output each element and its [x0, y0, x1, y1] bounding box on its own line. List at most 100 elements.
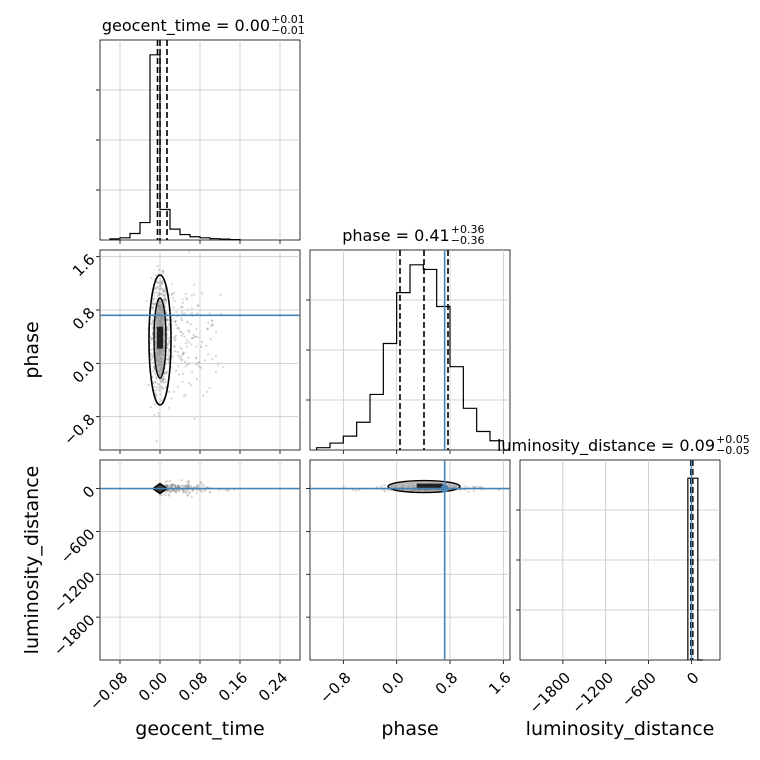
- sample-point: [176, 326, 179, 329]
- sample-point: [183, 484, 187, 487]
- sample-point: [224, 489, 228, 492]
- sample-point: [186, 481, 189, 484]
- sample-point: [161, 282, 164, 285]
- sample-point: [173, 320, 177, 324]
- sample-point: [472, 485, 475, 488]
- title-upper-error: +0.05: [716, 433, 750, 446]
- tick-label-x: 0.8: [432, 669, 462, 699]
- sample-point: [173, 483, 176, 486]
- sample-point: [157, 291, 161, 294]
- sample-point: [206, 327, 209, 330]
- sample-point: [167, 359, 170, 362]
- sample-point: [200, 366, 203, 369]
- axis-label-x-phase: phase: [381, 718, 438, 740]
- sample-point: [154, 389, 157, 392]
- sample-point: [165, 293, 168, 296]
- sample-point: [196, 489, 199, 492]
- sample-point: [173, 336, 176, 339]
- sample-point: [160, 380, 163, 384]
- sample-point: [479, 485, 482, 488]
- sample-point: [187, 329, 190, 332]
- histogram-geocent-time: [109, 54, 241, 241]
- sample-point: [173, 346, 177, 349]
- sample-point: [160, 281, 163, 284]
- sample-point: [163, 295, 166, 298]
- sample-point: [157, 288, 160, 291]
- sample-point: [181, 353, 185, 356]
- sample-point: [173, 489, 176, 493]
- sample-point: [153, 365, 156, 369]
- sample-point: [171, 297, 175, 300]
- sample-point: [185, 484, 188, 487]
- sample-point: [154, 403, 157, 406]
- sample-point: [186, 484, 189, 487]
- sample-point: [181, 306, 184, 309]
- sample-point: [174, 338, 177, 341]
- panel-title-phase: phase = 0.41 +0.36−0.36: [342, 223, 484, 247]
- sample-point: [190, 495, 193, 499]
- sample-point: [162, 298, 165, 301]
- tick-label-y: 0.8: [69, 304, 99, 334]
- sample-point: [158, 386, 161, 389]
- sample-point: [211, 319, 214, 322]
- sample-point: [171, 489, 174, 492]
- sample-point: [187, 362, 190, 365]
- sample-point: [380, 484, 383, 488]
- sample-point: [163, 293, 166, 297]
- histogram-luminosity-distance: [687, 477, 703, 661]
- sample-point: [161, 273, 164, 276]
- sample-point: [154, 381, 157, 384]
- sample-point: [164, 380, 167, 384]
- sample-point: [163, 290, 166, 294]
- sample-point: [159, 278, 162, 281]
- sample-point: [175, 490, 178, 494]
- sample-point: [168, 489, 171, 492]
- sample-point: [165, 372, 168, 375]
- sample-point: [375, 485, 378, 488]
- sample-point: [164, 370, 167, 374]
- sample-point: [190, 485, 193, 488]
- sample-point: [168, 484, 171, 487]
- sample-point: [183, 360, 187, 363]
- sample-point: [172, 483, 175, 486]
- sample-point: [165, 484, 168, 487]
- sample-point: [188, 330, 191, 333]
- sample-point: [158, 292, 161, 295]
- sample-point: [167, 357, 170, 360]
- sample-point: [164, 480, 167, 483]
- sample-point: [162, 377, 165, 381]
- sample-point: [164, 484, 168, 488]
- sample-point: [167, 328, 170, 331]
- tick-label-x: −1800: [526, 669, 575, 718]
- title-upper-error: +0.36: [451, 223, 485, 236]
- sample-point: [151, 299, 155, 302]
- sample-point: [464, 485, 467, 488]
- sample-point: [383, 483, 386, 487]
- sample-point: [168, 494, 171, 497]
- title-main: luminosity_distance = 0.09: [497, 436, 715, 456]
- sample-point: [165, 484, 168, 488]
- axis-label-x-luminosity-distance: luminosity_distance: [526, 718, 715, 740]
- tick-label-x: −0.8: [316, 669, 354, 707]
- sample-point: [197, 361, 200, 364]
- sample-point: [185, 298, 188, 301]
- sample-point: [160, 288, 164, 291]
- sample-point: [157, 293, 160, 296]
- sample-point: [150, 337, 153, 340]
- sample-point: [214, 370, 218, 374]
- sample-point: [166, 480, 169, 483]
- sample-point: [172, 306, 175, 309]
- sample-point: [153, 302, 157, 305]
- sample-point: [169, 479, 172, 482]
- sample-point: [195, 363, 198, 366]
- sample-point: [186, 321, 189, 324]
- sample-point: [160, 292, 163, 295]
- sample-point: [185, 345, 188, 348]
- sample-point: [178, 489, 181, 492]
- sample-point: [176, 327, 179, 330]
- sample-point: [190, 337, 193, 340]
- sample-point: [167, 337, 170, 340]
- panel-hist-geocent-time: [96, 39, 301, 244]
- tick-label-x: −0.08: [86, 669, 131, 714]
- sample-point: [186, 320, 189, 323]
